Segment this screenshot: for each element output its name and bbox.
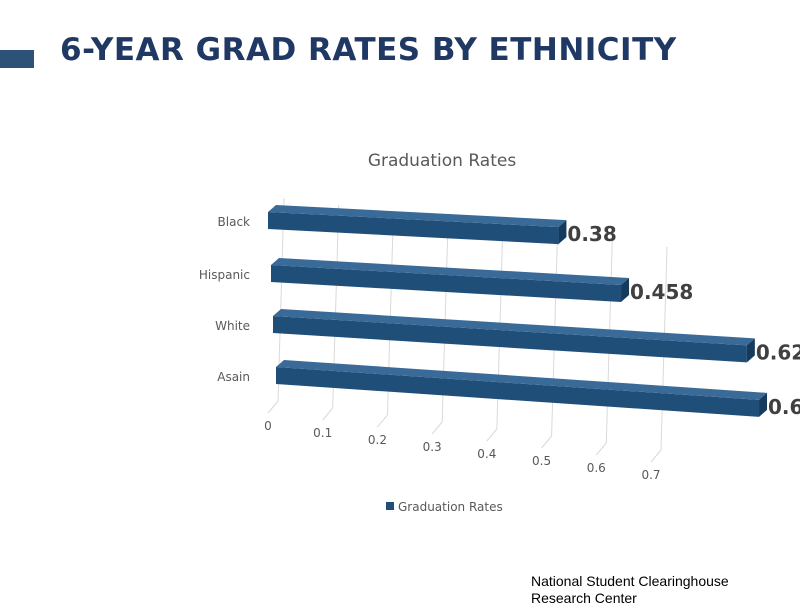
title-accent-bar xyxy=(0,50,34,68)
x-tick-label: 0.5 xyxy=(532,454,551,468)
legend-label: Graduation Rates xyxy=(398,500,503,514)
bar-top-black xyxy=(268,205,567,228)
slide-title: 6-YEAR GRAD RATES BY ETHNICITY xyxy=(60,32,677,68)
bar-top-hispanic xyxy=(271,258,630,285)
bar-end-black xyxy=(558,220,567,245)
x-tick-label: 0.7 xyxy=(641,468,660,482)
bar-front-white xyxy=(273,316,747,363)
bar-top-asain xyxy=(276,360,768,400)
source-line-2: Research Center xyxy=(531,590,637,606)
category-label-hispanic: Hispanic xyxy=(199,268,250,282)
bar-end-white xyxy=(746,338,755,363)
data-label-white: 0.62 xyxy=(756,340,800,364)
x-tick-label: 0.3 xyxy=(423,440,442,454)
chart-title: Graduation Rates xyxy=(368,151,517,171)
gridline-floor xyxy=(650,449,662,463)
source-line-1: National Student Clearinghouse xyxy=(531,573,729,589)
data-label-hispanic: 0.458 xyxy=(630,280,693,304)
legend-swatch xyxy=(386,502,394,510)
source-note: National Student Clearinghouse Research … xyxy=(531,573,729,607)
gridline-floor xyxy=(267,400,279,414)
x-tick-label: 0.4 xyxy=(477,447,496,461)
x-tick-label: 0.6 xyxy=(587,461,606,475)
category-label-black: Black xyxy=(218,215,251,229)
gridline-floor xyxy=(377,414,388,428)
x-tick-label: 0 xyxy=(264,419,272,433)
gridline-floor xyxy=(322,407,334,421)
bar-end-hispanic xyxy=(621,277,630,302)
bar-front-asain xyxy=(276,367,760,417)
category-label-white: White xyxy=(215,319,250,333)
data-label-black: 0.38 xyxy=(567,222,616,246)
x-tick-label: 0.1 xyxy=(313,426,332,440)
chart-legend: Graduation Rates xyxy=(386,500,503,514)
category-label-asain: Asain xyxy=(217,370,250,384)
data-label-asain: 0.632 xyxy=(768,395,800,419)
x-tick-label: 0.2 xyxy=(368,433,387,447)
chart-bars xyxy=(268,205,768,417)
gridline-floor xyxy=(431,421,443,435)
bar-front-black xyxy=(268,212,559,245)
gridline-floor xyxy=(486,428,498,442)
bar-front-hispanic xyxy=(271,265,622,302)
bar-top-white xyxy=(273,309,755,346)
y-axis-categories: Black Hispanic White Asain xyxy=(199,215,250,384)
gridline-floor xyxy=(595,442,607,456)
gridline-floor xyxy=(541,435,552,449)
data-labels: 0.38 0.458 0.62 0.632 xyxy=(567,222,800,419)
bar-end-asain xyxy=(759,392,768,417)
x-axis-ticks: 0 0.1 0.2 0.3 0.4 0.5 0.6 0.7 xyxy=(264,419,660,482)
